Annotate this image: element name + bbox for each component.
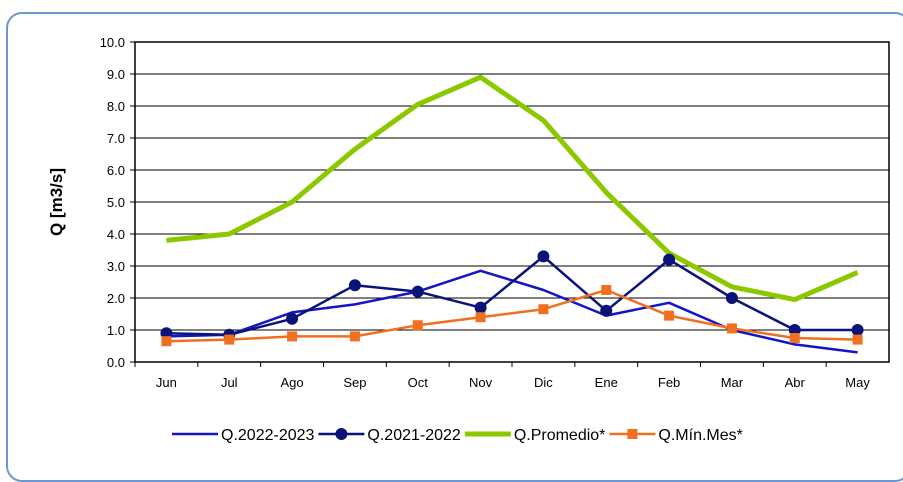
y-tick-label: 9.0 (107, 67, 125, 82)
data-point (475, 312, 486, 323)
x-tick-label: Nov (469, 375, 493, 390)
legend: Q.2022-2023 Q.2021-2022 Q.Promedio* Q.Mín.M… (172, 427, 743, 444)
data-point (726, 323, 737, 334)
y-tick-label: 8.0 (107, 99, 125, 114)
legend-label: Q.2022-2023 (221, 427, 315, 444)
x-tick-label: Feb (658, 375, 680, 390)
x-tick-label: Mar (721, 375, 744, 390)
data-point (664, 310, 675, 321)
y-tick-label: 3.0 (107, 259, 125, 274)
x-tick-label: May (845, 375, 870, 390)
x-tick-label: Ene (595, 375, 618, 390)
y-tick-label: 0.0 (107, 355, 125, 370)
data-point (411, 285, 424, 298)
legend-label: Q.2021-2022 (367, 427, 461, 444)
legend-marker (335, 428, 348, 440)
y-tick-label: 5.0 (107, 195, 125, 210)
data-point (348, 279, 361, 292)
data-point (537, 250, 550, 263)
y-tick-label: 6.0 (107, 163, 125, 178)
data-point (663, 253, 676, 266)
legend-label: Q.Mín.Mes* (658, 427, 742, 444)
x-tick-label: Ago (281, 375, 304, 390)
x-tick-label: Oct (408, 375, 429, 390)
series-line (166, 255, 858, 337)
series-line (166, 288, 858, 343)
legend-marker (627, 429, 638, 439)
gridlines (130, 41, 889, 367)
data-point (789, 333, 800, 343)
series-group (160, 74, 864, 354)
data-point (412, 320, 423, 331)
data-point (474, 301, 487, 314)
data-point (287, 331, 298, 342)
series-line (166, 74, 859, 303)
data-point (601, 285, 612, 295)
plot-border (134, 41, 890, 363)
x-tick-label: Abr (785, 375, 806, 390)
line-chart: 0.01.02.03.04.05.06.07.08.09.010.0 Jun Ju… (47, 35, 890, 444)
y-tick-labels: 0.0 1.0 2.0 3.0 4.0 5.0 6.0 7.0 8.0 9.0 10.0 (100, 35, 125, 370)
y-tick-label: 4.0 (107, 227, 125, 242)
data-point (224, 334, 235, 345)
y-axis-title: Q [m3/s] (47, 168, 66, 236)
data-point (725, 292, 738, 304)
y-tick-label: 10.0 (100, 35, 125, 50)
x-tick-labels: Jun Jul Ago Sep Oct Nov Dic Ene Feb Mar Abr May (156, 375, 870, 390)
legend-label: Q.Promedio* (514, 427, 606, 444)
data-point (161, 336, 172, 347)
x-tick-label: Jul (221, 375, 238, 390)
data-point (286, 312, 299, 325)
x-tick-label: Sep (343, 375, 366, 390)
y-tick-label: 7.0 (107, 131, 125, 146)
data-point (349, 331, 360, 342)
x-tick-label: Dic (534, 375, 553, 390)
data-point (600, 304, 613, 317)
data-point (851, 324, 864, 336)
data-point (538, 304, 549, 315)
data-point (852, 334, 863, 345)
y-tick-label: 1.0 (107, 323, 125, 338)
x-tick-label: Jun (156, 375, 177, 390)
y-tick-label: 2.0 (107, 291, 125, 306)
